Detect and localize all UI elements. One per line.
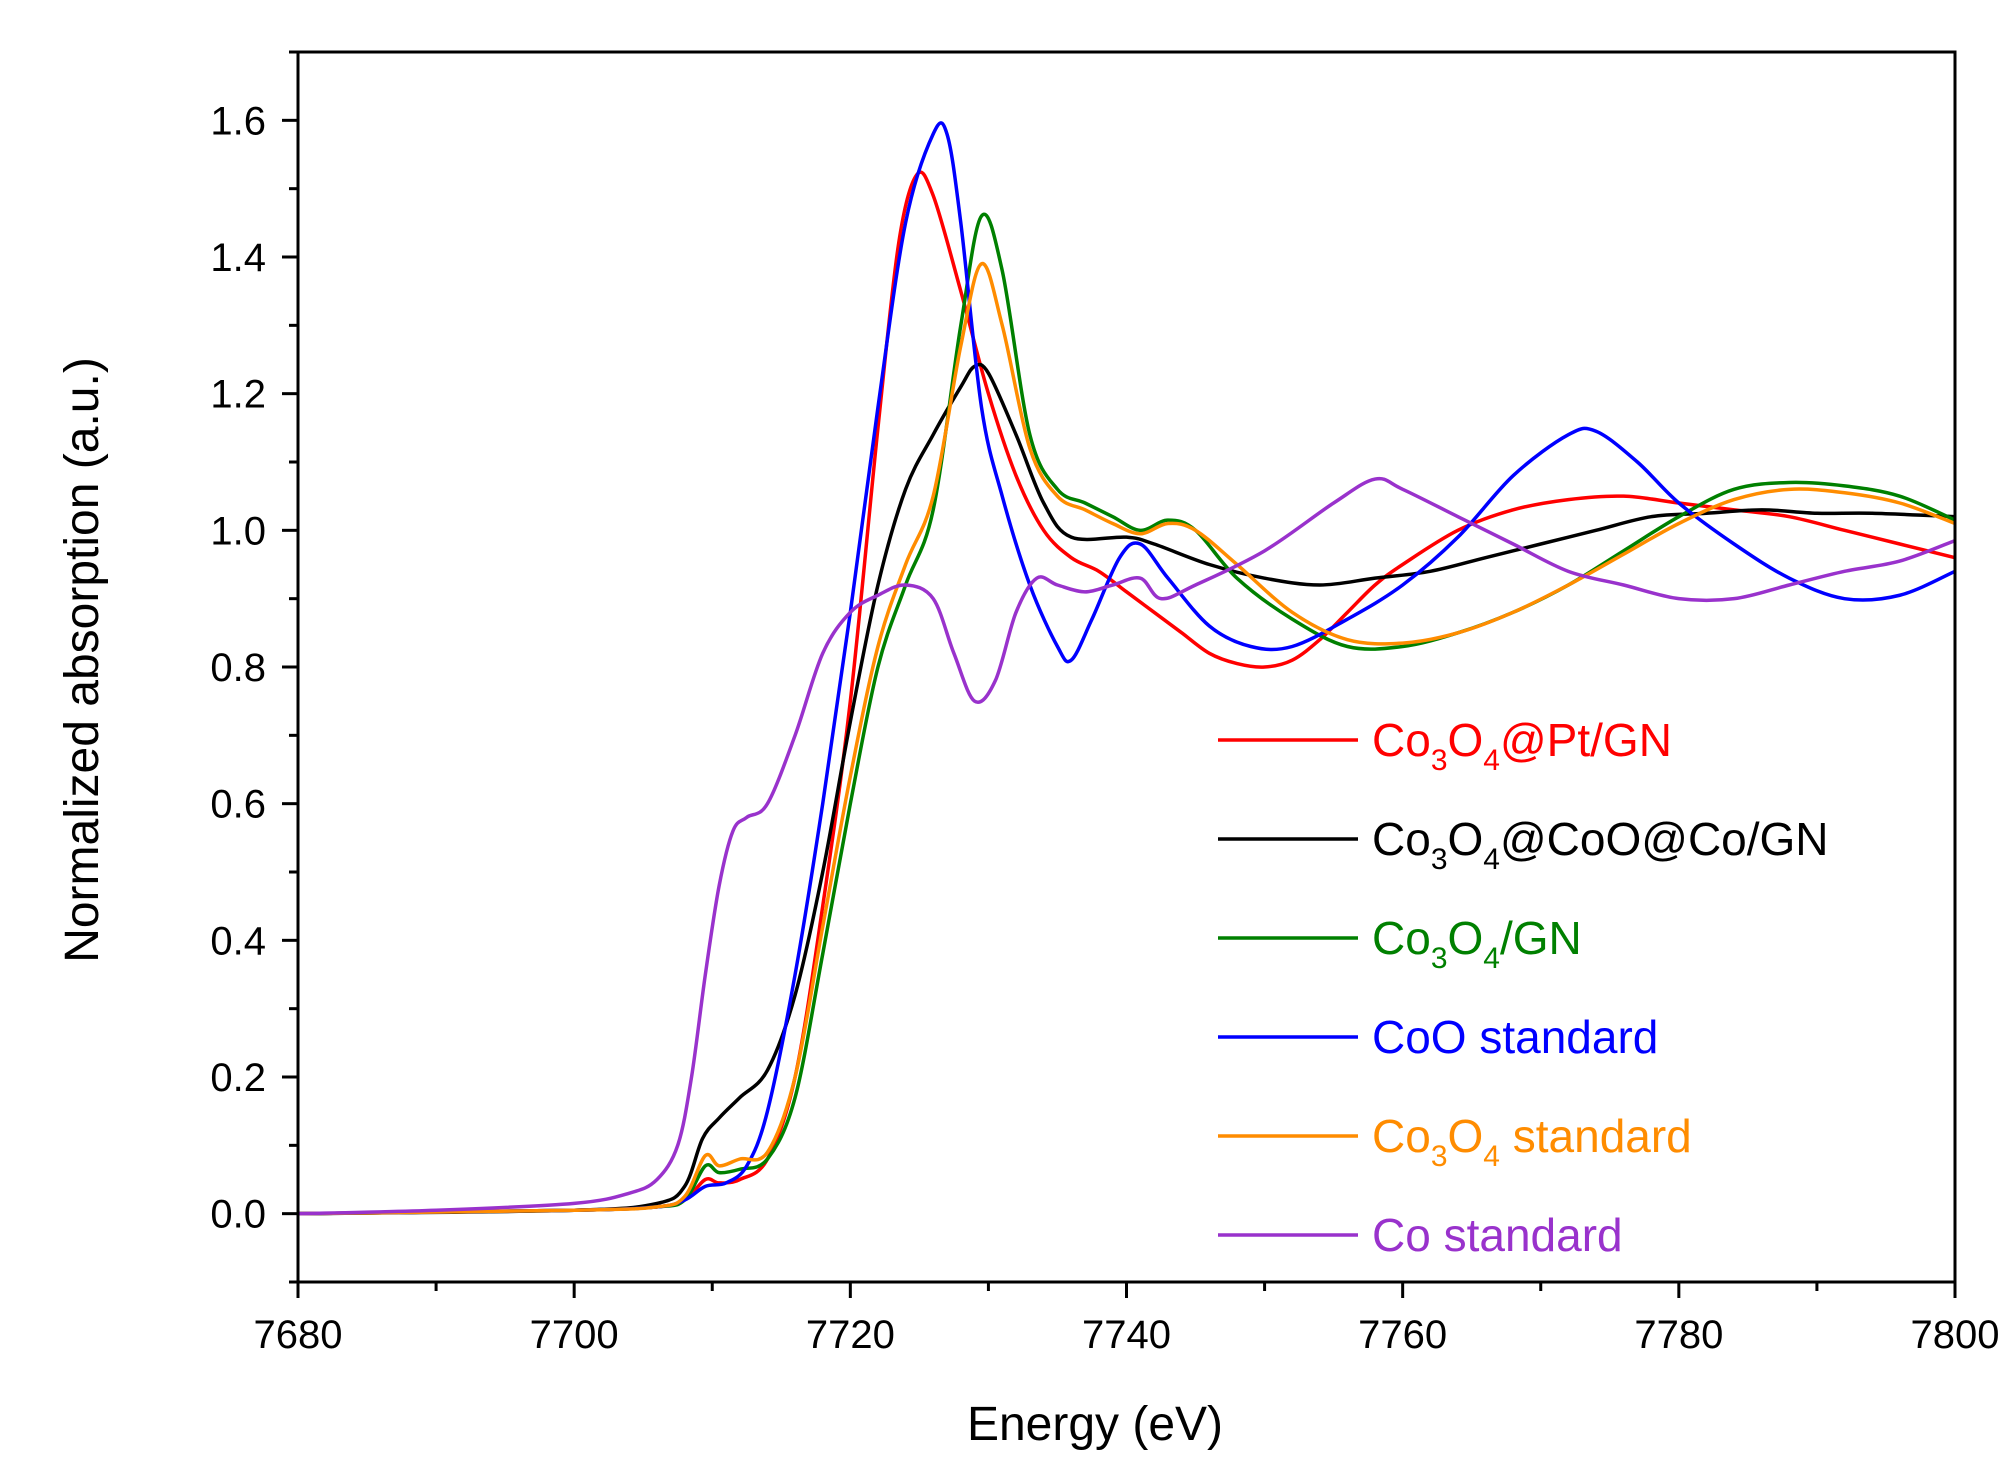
x-tick-label: 7800 — [1911, 1313, 2000, 1357]
legend-label: CoO standard — [1372, 1011, 1658, 1063]
y-tick-label: 1.4 — [210, 236, 266, 280]
y-tick-label: 1.0 — [210, 509, 266, 553]
series-line-6 — [298, 476, 1955, 1216]
legend-item: Co3O4@Pt/GN — [1218, 714, 1672, 777]
x-tick-label: 7740 — [1082, 1313, 1171, 1357]
legend-label: Co3O4@Pt/GN — [1372, 714, 1672, 777]
legend-item: Co standard — [1218, 1209, 1623, 1261]
series-line-1 — [298, 170, 1955, 1216]
x-tick-label: 7680 — [254, 1313, 343, 1357]
series-line-2 — [298, 362, 1955, 1216]
series-line-3 — [298, 212, 1955, 1216]
y-axis-title: Normalized absorption (a.u.) — [56, 357, 109, 963]
y-tick-label: 1.2 — [210, 373, 266, 417]
y-tick-label: 0.4 — [210, 919, 266, 963]
y-tick-label: 0.0 — [210, 1193, 266, 1237]
legend-label: Co3O4 standard — [1372, 1110, 1692, 1173]
y-tick-label: 0.8 — [210, 646, 266, 690]
legend-label: Co3O4/GN — [1372, 912, 1582, 975]
series-line-5 — [298, 262, 1955, 1216]
y-tick-label: 1.6 — [210, 99, 266, 143]
x-tick-label: 7780 — [1634, 1313, 1723, 1357]
series-line-4 — [298, 121, 1955, 1216]
x-tick-label: 7760 — [1358, 1313, 1447, 1357]
x-axis-title: Energy (eV) — [967, 1398, 1223, 1451]
legend-item: CoO standard — [1218, 1011, 1658, 1063]
x-tick-label: 7720 — [806, 1313, 895, 1357]
legend-item: Co3O4@CoO@Co/GN — [1218, 813, 1829, 876]
legend: Co3O4@Pt/GN Co3O4@CoO@Co/GN Co3O4/GN CoO st… — [1218, 714, 1829, 1261]
y-tick-label: 0.6 — [210, 783, 266, 827]
legend-label: Co standard — [1372, 1209, 1623, 1261]
plot-frame — [296, 50, 1957, 1284]
x-tick-label: 7700 — [530, 1313, 619, 1357]
legend-item: Co3O4 standard — [1218, 1110, 1692, 1173]
plot-area — [298, 121, 1955, 1216]
legend-item: Co3O4/GN — [1218, 912, 1582, 975]
y-tick-label: 0.2 — [210, 1056, 266, 1100]
legend-label: Co3O4@CoO@Co/GN — [1372, 813, 1829, 876]
axes: 7680 7700 7720 7740 7760 7780 7800 0.0 0.2 0.4 0.6… — [210, 50, 2000, 1357]
